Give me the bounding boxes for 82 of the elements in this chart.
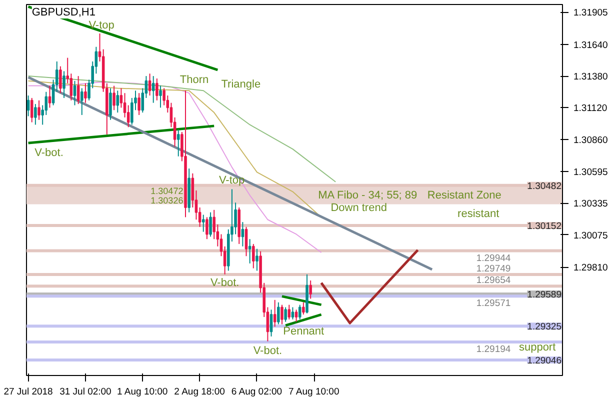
candlestick: [148, 73, 152, 96]
ref-line-label: 1.29046: [527, 356, 562, 367]
y-tick-label: 1.31640: [574, 40, 608, 51]
candlestick: [244, 226, 248, 257]
candlestick: [73, 80, 76, 106]
x-tick-label: 1 Aug 10:00: [117, 386, 168, 398]
annotation: Pennant: [283, 326, 324, 338]
annotation: V-bot.: [253, 345, 282, 358]
candlestick: [59, 66, 62, 94]
candlestick: [270, 309, 273, 337]
candlestick: [241, 222, 244, 247]
candlestick: [138, 92, 140, 116]
x-tick-label: 31 Jul 02:00: [60, 386, 112, 398]
y-tick-label: 1.29810: [574, 262, 608, 274]
annotation: MA Fibo - 34; 55; 89: [318, 190, 418, 202]
annotation: V-bot.: [34, 146, 64, 159]
ref-line-label: 1.30482: [527, 180, 562, 192]
candlestick: [252, 243, 255, 269]
ref-line-label: 1.29589: [527, 289, 562, 300]
annotation: V-bot.: [210, 276, 240, 289]
candlestick: [294, 309, 298, 322]
candlestick: [291, 306, 294, 320]
annotation: Down trend: [330, 202, 387, 214]
candlestick: [30, 97, 34, 123]
candlestick: [109, 88, 112, 120]
candlestick: [202, 214, 205, 232]
y-tick-label: 1.31380: [574, 72, 608, 83]
candlestick: [156, 78, 158, 101]
annotation: V-top: [218, 174, 245, 187]
candlestick: [70, 73, 73, 101]
y-tick-label: 1.30335: [574, 198, 608, 210]
y-tick-label: 1.30075: [574, 230, 608, 242]
x-tick-label: 6 Aug 02:00: [231, 386, 282, 398]
annotation: Triangle: [221, 78, 261, 90]
annotation: support: [518, 342, 556, 354]
candlestick: [152, 76, 155, 104]
chart-title: GBPUSD,H1: [32, 6, 96, 18]
candlestick: [206, 216, 208, 240]
ref-line-label: 1.29654: [476, 275, 511, 286]
ref-line-label: 1.29944: [476, 252, 511, 264]
candlestick: [38, 100, 40, 120]
ref-line-label: 1.29749: [476, 264, 511, 275]
ref-line-label: 1.29194: [476, 344, 511, 356]
y-tick-label: 1.31120: [574, 103, 608, 114]
candlestick: [273, 299, 276, 328]
annotation: Resistant Zone: [427, 190, 502, 202]
candlestick: [288, 304, 291, 320]
candlestick: [176, 129, 180, 157]
candlestick: [256, 248, 258, 272]
y-tick-label: 1.30595: [574, 167, 608, 178]
candlestick: [112, 85, 116, 111]
ref-line-label: 1.29325: [527, 322, 562, 333]
candlestick: [280, 304, 284, 325]
candlestick: [48, 85, 52, 108]
y-tick-label: 1.30860: [574, 134, 608, 146]
candlestick: [309, 280, 312, 300]
x-tick-label: 27 Jul 2018: [4, 386, 53, 398]
candlestick: [209, 212, 212, 238]
x-tick-label: 7 Aug 10:00: [288, 386, 340, 398]
annotation: resistant: [458, 208, 500, 220]
candlestick: [84, 82, 87, 104]
annotation: 1.30326: [150, 196, 184, 206]
candlestick: [159, 85, 162, 108]
annotation: 1.30472: [150, 186, 184, 196]
candlestick: [80, 88, 84, 116]
annotation: V-top: [88, 20, 114, 32]
candlestick: [302, 302, 305, 316]
candlestick: [298, 304, 302, 320]
annotation: Thorn: [180, 74, 209, 86]
candlestick: [116, 90, 120, 114]
candlestick: [277, 302, 280, 325]
candlestick: [34, 104, 37, 126]
x-tick-label: 2 Aug 18:00: [174, 386, 225, 398]
candlestick: [76, 76, 80, 105]
ref-line-label: 1.29571: [476, 298, 511, 310]
candlestick: [284, 306, 287, 322]
candlestick: [26, 95, 30, 117]
y-tick-label: 1.31905: [574, 8, 608, 19]
candlestick: [44, 91, 48, 116]
candlestick: [248, 238, 252, 264]
ref-line-label: 1.30152: [527, 220, 562, 232]
candlestick: [62, 70, 66, 98]
